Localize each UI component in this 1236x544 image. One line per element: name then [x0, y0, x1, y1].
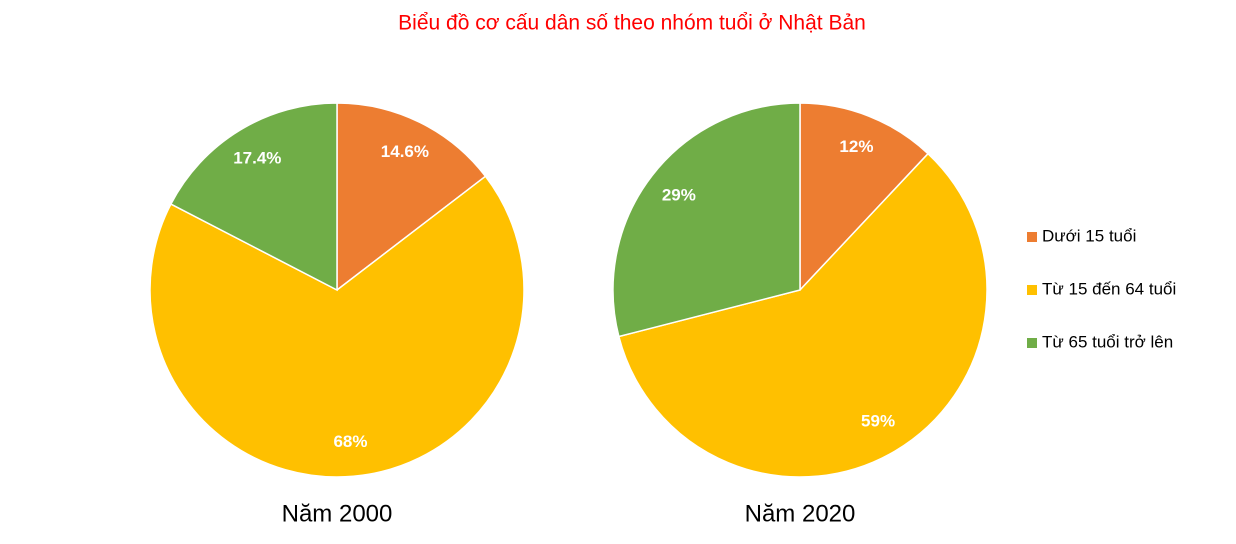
legend-label: Dưới 15 tuổi: [1042, 226, 1136, 245]
data-label: 68%: [333, 432, 367, 451]
legend-label: Từ 15 đến 64 tuổi: [1042, 279, 1176, 298]
data-label: 29%: [662, 186, 696, 205]
pie-slice: [169, 102, 338, 292]
legend-swatch: [1027, 232, 1037, 242]
pie-slice: [617, 152, 988, 478]
data-label: 12%: [839, 137, 873, 156]
pie-slice: [149, 175, 525, 478]
pie-title: Năm 2000: [282, 500, 393, 527]
data-label: 59%: [861, 411, 895, 430]
legend-label: Từ 65 tuổi trở lên: [1042, 332, 1173, 351]
data-label: 17.4%: [233, 148, 281, 167]
chart-title: Biểu đồ cơ cấu dân số theo nhóm tuổi ở N…: [398, 12, 866, 35]
legend-swatch: [1027, 338, 1037, 348]
pie-slice: [799, 102, 930, 292]
pie-slice: [336, 102, 487, 292]
data-label: 14.6%: [381, 142, 429, 161]
pie-slice: [612, 102, 801, 338]
legend-swatch: [1027, 285, 1037, 295]
pie-title: Năm 2020: [745, 500, 856, 527]
